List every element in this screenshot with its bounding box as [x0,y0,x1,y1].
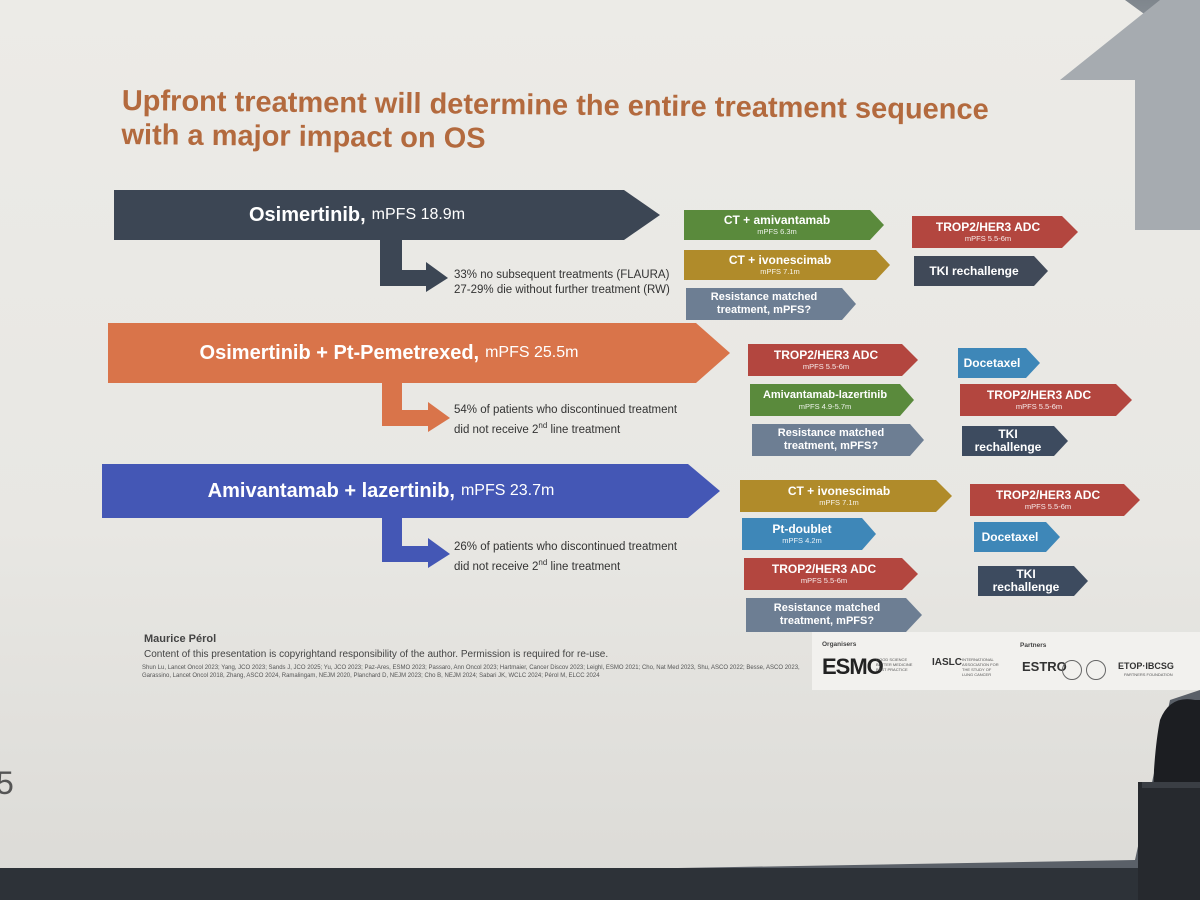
option-mpfs: mPFS 5.5-6m [964,234,1012,243]
option-mpfs: mPFS 5.5-6m [1015,402,1063,411]
third-line-option: TKI rechallenge [962,426,1068,456]
option-mpfs: mPFS 5.5-6m [1024,502,1072,511]
row2-note-line2: did not receive 2nd line treatment [454,418,677,438]
elbow-arrow [382,380,450,432]
option-label: TKI rechallenge [974,427,1042,454]
copyright-notice: Content of this presentation is copyrigh… [144,649,609,660]
first-line-arrow-amivantamab-lazertinib: Amivantamab + lazertinib, mPFS 23.7m [102,464,720,518]
option-label: CT + ivonescimab [728,253,832,267]
presenter-silhouette [1138,699,1200,900]
first-line-drug: Osimertinib, [248,203,366,226]
second-line-option: Amivantamab-lazertinib mPFS 4.9-5.7m [750,384,914,416]
iaslc-logo: IASLC [932,657,962,668]
first-line-mpfs: mPFS 25.5m [485,344,579,361]
row1-note-line2: 27-29% die without further treatment (RW… [454,284,670,296]
first-line-mpfs: mPFS 23.7m [460,482,555,499]
second-line-option: TROP2/HER3 ADC mPFS 5.5-6m [748,344,918,376]
option-label: TROP2/HER3 ADC [773,348,879,362]
row2-note-text: did not receive 2 [454,423,539,436]
third-line-option: TROP2/HER3 ADC mPFS 5.5-6m [970,484,1140,516]
author-name: Maurice Pérol [144,633,217,645]
background-arrow-decoration [1060,0,1200,230]
option-label: TROP2/HER3 ADC [986,388,1092,402]
row2-note-text-end: line treatment [547,423,621,436]
first-line-arrow-osimertinib-pemetrexed: Osimertinib + Pt-Pemetrexed, mPFS 25.5m [108,323,730,383]
option-label: Pt-doublet [772,522,832,536]
option-mpfs: mPFS 6.3m [757,227,797,236]
second-line-option: Pt-doublet mPFS 4.2m [742,518,876,550]
option-mpfs: mPFS 5.5-6m [802,362,850,371]
etop-tagline: PARTNERS FOUNDATION [1124,672,1173,677]
option-label: Amivantamab-lazertinib [762,389,888,401]
second-line-option: CT + ivonescimab mPFS 7.1m [740,480,952,512]
second-line-option: Resistance matched treatment, mPFS? [686,288,856,320]
esmo-tagline: GOOD SCIENCE BETTER MEDICINE BEST PRACTI… [876,657,913,672]
page-number: 5 [0,765,14,801]
option-label: Resistance matched treatment, mPFS? [777,427,885,452]
row2-note: 54% of patients who discontinued treatme… [454,403,677,438]
option-label: TROP2/HER3 ADC [995,488,1101,502]
partners-label: Partners [1020,642,1047,649]
option-label: Resistance matched treatment, mPFS? [773,602,881,627]
second-line-option: CT + amivantamab mPFS 6.3m [684,210,884,240]
second-line-option: TROP2/HER3 ADC mPFS 5.5-6m [744,558,918,590]
option-mpfs: mPFS 4.9-5.7m [798,402,852,411]
row3-note-text-end: line treatment [547,560,621,573]
organisers-label: Organisers [822,641,857,648]
option-label: Docetaxel [963,355,1021,370]
row3-note-line1: 26% of patients who discontinued treatme… [454,541,678,553]
row3-note-text: did not receive 2 [454,560,539,573]
iaslc-tagline: INTERNATIONAL ASSOCIATION FOR THE STUDY … [962,657,999,677]
option-mpfs: mPFS 4.2m [782,536,822,545]
references: Shun Lu, Lancet Oncol 2023; Yang, JCO 20… [142,665,800,679]
elbow-arrow [380,238,448,292]
mercedes-star-icon [1086,660,1106,680]
option-mpfs: mPFS 5.5-6m [800,576,848,585]
logos-bar [812,632,1200,690]
row1-note: 33% no subsequent treatments (FLAURA) 27… [454,268,670,298]
option-label: Resistance matched treatment, mPFS? [710,291,818,316]
row3-note-sup: nd [538,558,548,567]
option-label: Docetaxel [981,529,1039,544]
second-line-option: CT + ivonescimab mPFS 7.1m [684,250,890,280]
slide-title: Upfront treatment will determine the ent… [121,84,989,155]
second-line-option: Resistance matched treatment, mPFS? [746,598,922,632]
row3-note-line2: did not receive 2nd line treatment [454,555,677,575]
first-line-arrow-osimertinib: Osimertinib, mPFS 18.9m [114,190,660,240]
option-mpfs: mPFS 7.1m [760,267,800,276]
row2-note-sup: nd [538,421,548,430]
estro-logo: ESTRO [1022,659,1067,674]
third-line-option: Docetaxel [958,348,1040,378]
option-label: TROP2/HER3 ADC [771,562,877,576]
row3-note: 26% of patients who discontinued treatme… [454,540,677,575]
option-label: TKI rechallenge [992,567,1060,594]
first-line-mpfs: mPFS 18.9m [371,206,466,223]
third-line-option: TROP2/HER3 ADC mPFS 5.5-6m [960,384,1132,416]
option-label: CT + amivantamab [723,213,831,227]
partner-circle-icon [1062,660,1082,680]
row2-note-line1: 54% of patients who discontinued treatme… [454,404,678,416]
etop-logo: ETOP·IBCSG [1118,661,1174,671]
option-label: TKI rechallenge [929,263,1019,278]
first-line-drug: Amivantamab + lazertinib, [207,479,455,502]
esmo-logo: ESMO [822,654,884,679]
third-line-option: TROP2/HER3 ADC mPFS 5.5-6m [912,216,1078,248]
third-line-option: TKI rechallenge [978,566,1088,596]
first-line-drug: Osimertinib + Pt-Pemetrexed, [199,341,480,364]
option-mpfs: mPFS 7.1m [819,498,859,507]
option-label: CT + ivonescimab [787,484,891,498]
third-line-option: TKI rechallenge [914,256,1048,286]
row1-note-line1: 33% no subsequent treatments (FLAURA) [454,269,670,281]
option-label: TROP2/HER3 ADC [935,220,1041,234]
stage-edge [0,868,1200,900]
second-line-option: Resistance matched treatment, mPFS? [752,424,924,456]
elbow-arrow [382,516,450,568]
third-line-option: Docetaxel [974,522,1060,552]
